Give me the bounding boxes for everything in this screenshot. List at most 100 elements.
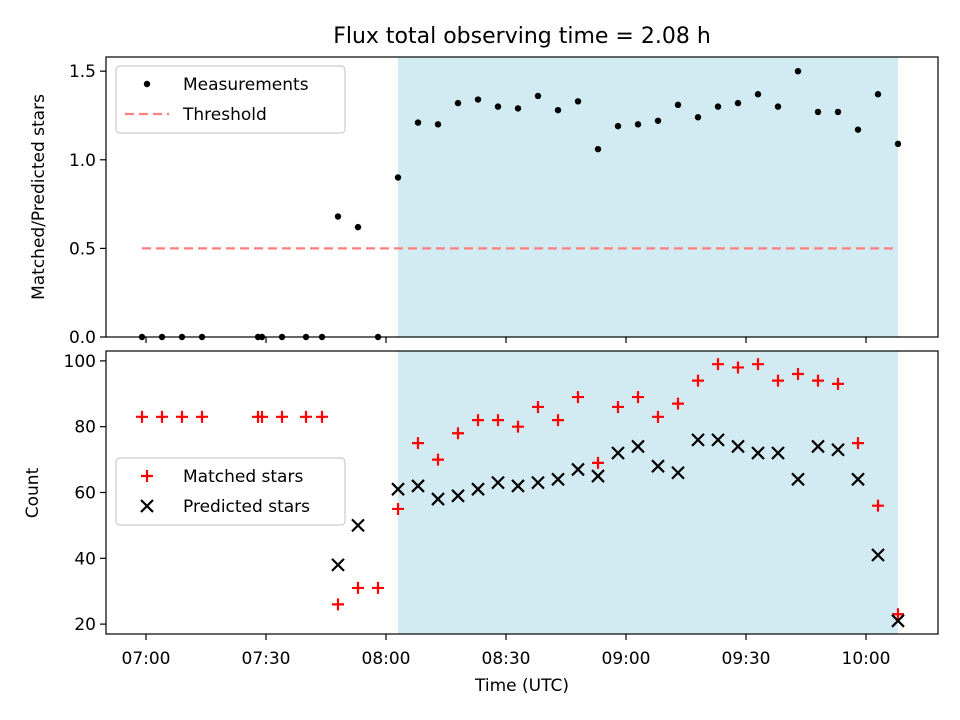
y-tick-label: 20 xyxy=(74,615,96,635)
legend-label: Matched stars xyxy=(183,467,303,487)
data-point xyxy=(392,502,404,515)
y-tick-label: 60 xyxy=(74,484,96,504)
data-point xyxy=(652,410,664,423)
data-point xyxy=(351,518,365,533)
data-point xyxy=(411,479,425,493)
series-predicted-stars xyxy=(331,433,905,628)
data-point xyxy=(731,439,745,454)
x-tick-label: 09:00 xyxy=(602,649,651,669)
data-point xyxy=(751,446,765,460)
data-point xyxy=(772,374,784,387)
data-point xyxy=(671,465,685,480)
data-point xyxy=(372,581,384,594)
data-point xyxy=(331,558,345,572)
data-point xyxy=(851,472,865,487)
data-point xyxy=(714,103,722,110)
y-tick-label: 80 xyxy=(74,418,96,438)
data-point xyxy=(451,489,465,503)
data-point xyxy=(354,223,362,231)
data-point xyxy=(852,437,864,450)
data-point xyxy=(552,414,564,427)
data-point xyxy=(812,374,824,387)
data-point xyxy=(474,96,482,103)
legend-box xyxy=(115,65,346,134)
data-point xyxy=(532,400,544,413)
chart-title: Flux total observing time = 2.08 h xyxy=(333,24,711,49)
data-point xyxy=(196,410,208,423)
data-point xyxy=(136,410,148,423)
data-point xyxy=(414,119,422,126)
data-point xyxy=(156,410,168,423)
data-point xyxy=(511,479,525,493)
data-point xyxy=(352,581,364,594)
data-point xyxy=(791,472,805,487)
data-point xyxy=(592,456,604,469)
data-point xyxy=(694,114,702,121)
data-point xyxy=(551,472,565,487)
legend-box xyxy=(115,457,346,526)
data-point xyxy=(531,475,545,490)
y-tick-label: 1.5 xyxy=(69,62,96,82)
plot-frame xyxy=(105,56,939,338)
data-point xyxy=(454,99,462,107)
data-point xyxy=(611,446,625,460)
data-point xyxy=(316,410,328,423)
data-point xyxy=(734,99,742,107)
data-point xyxy=(754,91,762,98)
observing-interval-shade xyxy=(398,351,898,634)
data-point xyxy=(674,101,682,109)
data-point xyxy=(792,368,804,381)
data-point xyxy=(774,103,782,110)
y-tick-label: 0.5 xyxy=(69,239,96,259)
data-point xyxy=(332,598,344,611)
y-tick-label: 100 xyxy=(64,352,96,372)
data-point xyxy=(732,361,744,374)
data-point xyxy=(634,121,642,128)
y-tick-label: 0.0 xyxy=(69,328,96,348)
data-point xyxy=(834,108,842,116)
legend: Measurements Threshold xyxy=(115,65,346,134)
x-tick-label: 08:00 xyxy=(362,649,411,669)
data-point xyxy=(672,397,684,410)
data-point xyxy=(752,358,764,371)
data-point xyxy=(571,462,585,477)
y-axis-label-top: Matched/Predicted stars xyxy=(29,94,49,300)
data-point xyxy=(612,400,624,413)
data-point xyxy=(574,98,582,105)
x-tick-label: 09:30 xyxy=(722,649,771,669)
legend-marker xyxy=(140,499,154,513)
legend-marker xyxy=(141,470,153,482)
data-point xyxy=(394,174,402,181)
data-point xyxy=(472,414,484,427)
data-point xyxy=(491,475,505,490)
data-point xyxy=(300,410,312,423)
data-point xyxy=(176,410,188,423)
data-point xyxy=(492,414,504,427)
x-tick-label: 07:30 xyxy=(242,649,291,669)
data-point xyxy=(572,391,584,404)
data-point xyxy=(494,103,502,110)
data-point xyxy=(712,358,724,371)
x-tick-label: 07:00 xyxy=(122,649,171,669)
data-point xyxy=(452,427,464,440)
data-point xyxy=(794,67,802,75)
legend-label: Predicted stars xyxy=(183,497,310,517)
data-point xyxy=(871,548,885,562)
data-point xyxy=(691,433,705,447)
data-point xyxy=(632,391,644,404)
data-point xyxy=(471,482,485,496)
y-tick-label: 40 xyxy=(74,549,96,569)
data-point xyxy=(894,140,902,148)
data-point xyxy=(276,410,288,423)
series-matched-stars xyxy=(136,358,904,621)
data-point xyxy=(854,126,862,133)
legend-marker xyxy=(143,80,151,88)
panel-ratio: 0.0 0.5 1.0 1.5 Measurements Threshold xyxy=(69,56,939,348)
data-point xyxy=(811,439,825,454)
legend-label: Measurements xyxy=(183,75,309,95)
y-tick-label: 1.0 xyxy=(69,151,96,171)
legend: Matched stars Predicted stars xyxy=(115,457,346,526)
x-tick-label: 08:30 xyxy=(482,649,531,669)
data-point xyxy=(594,145,602,153)
